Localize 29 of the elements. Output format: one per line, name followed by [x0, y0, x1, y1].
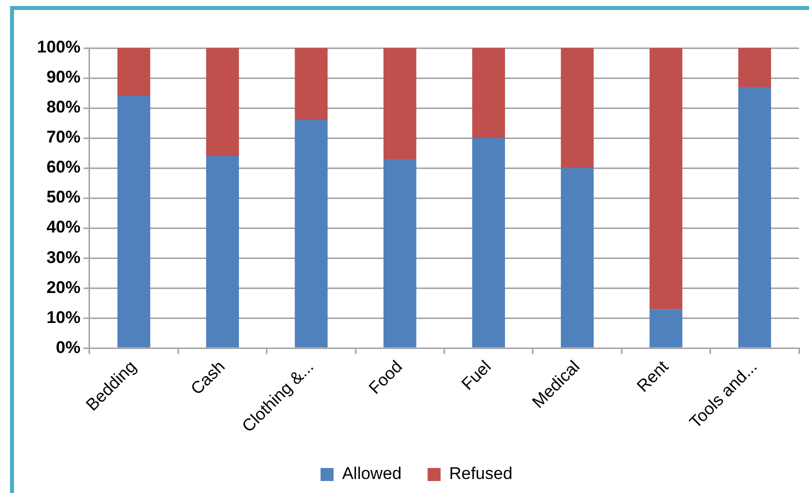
bar: [117, 48, 150, 96]
bar: [294, 48, 328, 120]
bar: [472, 138, 505, 348]
y-tick-label: 0%: [56, 338, 80, 357]
bar: [560, 168, 594, 348]
bar: [650, 48, 682, 310]
y-tick-label: 80%: [46, 98, 80, 117]
bar: [738, 87, 772, 348]
bar: [383, 159, 416, 348]
y-tick-label: 90%: [46, 68, 80, 87]
bar: [472, 48, 505, 138]
y-tick-label: 70%: [46, 128, 80, 147]
y-tick-label: 50%: [46, 188, 80, 207]
y-tick-label: 100%: [36, 38, 80, 57]
legend-label: Allowed: [342, 464, 402, 484]
y-tick-label: 30%: [46, 248, 80, 267]
y-tick-label: 10%: [46, 308, 80, 327]
bar: [738, 48, 772, 88]
bar: [294, 120, 328, 348]
y-tick-label: 20%: [46, 278, 80, 297]
bar: [650, 309, 682, 348]
y-tick-label: 40%: [46, 218, 80, 237]
bar: [383, 48, 416, 160]
bar: [206, 48, 239, 156]
y-tick-label: 60%: [46, 158, 80, 177]
bar: [560, 48, 594, 168]
bar: [117, 96, 150, 348]
bar: [206, 156, 239, 348]
legend-label: Refused: [449, 464, 512, 484]
